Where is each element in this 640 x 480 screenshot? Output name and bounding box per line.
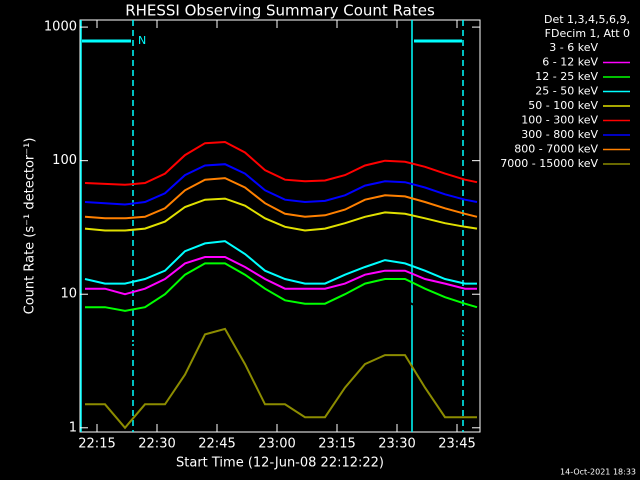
legend-title: FDecim 1, Att 0	[545, 27, 630, 40]
footer: 14-Oct-2021 18:33	[560, 468, 636, 477]
x-tick-label: 23:00	[258, 437, 295, 452]
x-tick-label: 23:45	[438, 437, 475, 452]
series-line	[85, 262, 478, 312]
legend-label: 50 - 100 keV	[528, 99, 598, 112]
series-line	[85, 273, 478, 346]
legend-label: 25 - 50 keV	[535, 85, 598, 98]
x-tick-label: 22:15	[78, 437, 115, 452]
series-line	[84, 163, 478, 206]
legend-title: Det 1,3,4,5,6,9,	[544, 13, 630, 26]
y-axis-label: Count Rate (s⁻¹ detector⁻¹)	[23, 138, 38, 315]
legend-label: 3 - 6 keV	[549, 41, 598, 54]
y-tick-label: 100	[52, 153, 77, 168]
legend-label: 300 - 800 keV	[521, 128, 598, 141]
chart-title: RHESSI Observing Summary Count Rates	[125, 2, 435, 20]
annotation: N	[138, 34, 146, 47]
legend-label: 100 - 300 keV	[521, 114, 598, 127]
series-line	[84, 197, 478, 232]
legend-label: 7000 - 15000 keV	[500, 157, 598, 170]
y-tick-label: 1	[69, 420, 77, 435]
series-line	[84, 177, 478, 220]
plot-frame	[79, 19, 481, 433]
x-axis-label: Start Time (12-Jun-08 22:12:22)	[176, 456, 384, 471]
attenuator-marks	[80, 20, 464, 432]
legend-label: 12 - 25 keV	[535, 70, 598, 83]
series-line	[85, 256, 477, 296]
legend-label: 6 - 12 keV	[542, 56, 598, 69]
y-tick-label: 1000	[44, 20, 77, 35]
x-tick-label: 23:15	[318, 437, 355, 452]
x-tick-label: 23:30	[378, 437, 415, 452]
x-tick-label: 22:30	[138, 437, 175, 452]
x-tick-label: 22:45	[198, 437, 235, 452]
series-line	[84, 140, 478, 186]
series-line	[84, 240, 477, 285]
y-tick-label: 10	[60, 287, 77, 302]
legend-label: 800 - 7000 keV	[514, 143, 598, 156]
series-line	[85, 327, 477, 430]
